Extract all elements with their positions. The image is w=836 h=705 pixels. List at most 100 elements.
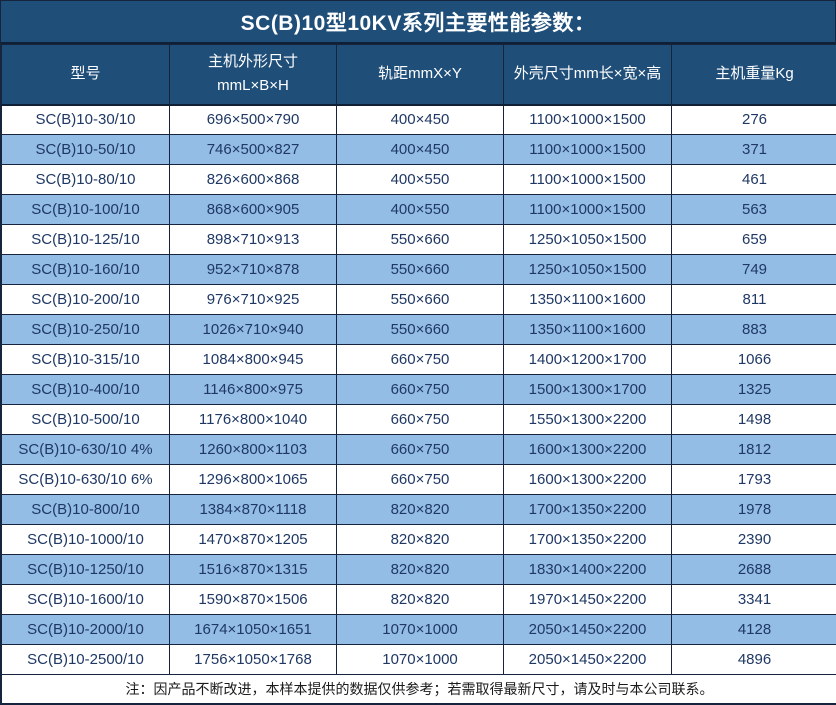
table-row: SC(B)10-2500/10 1756×1050×1768 1070×1000 20…	[1, 644, 836, 675]
table-cell-model: SC(B)10-80/10	[1, 164, 170, 195]
table-cell-shell_size: 1830×1400×2200	[503, 554, 672, 585]
table-cell-rail_gauge: 820×820	[336, 524, 504, 555]
table-cell-weight_kg: 4896	[671, 644, 836, 675]
table-cell-rail_gauge: 400×450	[336, 104, 504, 135]
table-cell-weight_kg: 1978	[671, 494, 836, 525]
table-cell-rail_gauge: 1070×1000	[336, 614, 504, 645]
table-row: SC(B)10-500/10 1176×800×1040 660×750 1550×1…	[1, 404, 836, 435]
column-header-unit_size: 主机外形尺寸 mmL×B×H	[169, 44, 337, 106]
table-cell-weight_kg: 276	[671, 104, 836, 135]
table-cell-model: SC(B)10-630/10 4%	[1, 434, 170, 465]
table-cell-unit_size: 1470×870×1205	[169, 524, 337, 555]
table-row: SC(B)10-1000/10 1470×870×1205 820×820 1700×…	[1, 524, 836, 555]
table-row: SC(B)10-630/10 4% 1260×800×1103 660×750 160…	[1, 434, 836, 465]
table-cell-rail_gauge: 820×820	[336, 554, 504, 585]
table-cell-model: SC(B)10-160/10	[1, 254, 170, 285]
table-cell-shell_size: 1600×1300×2200	[503, 434, 672, 465]
table-cell-rail_gauge: 820×820	[336, 584, 504, 615]
spec-table: 型号 主机外形尺寸 mmL×B×H 轨距mmX×Y 外壳尺寸mm长×宽×高 主机重量Kg…	[1, 44, 836, 704]
table-row: SC(B)10-250/10 1026×710×940 550×660 1350×11…	[1, 314, 836, 345]
table-cell-unit_size: 1590×870×1506	[169, 584, 337, 615]
table-cell-unit_size: 1260×800×1103	[169, 434, 337, 465]
table-cell-model: SC(B)10-800/10	[1, 494, 170, 525]
table-cell-weight_kg: 2390	[671, 524, 836, 555]
table-cell-model: SC(B)10-1250/10	[1, 554, 170, 585]
table-row: SC(B)10-630/10 6% 1296×800×1065 660×750 160…	[1, 464, 836, 495]
table-cell-shell_size: 2050×1450×2200	[503, 644, 672, 675]
column-header-rail_gauge: 轨距mmX×Y	[336, 44, 504, 106]
footnote-row: 注：因产品不断改进，本样本提供的数据仅供参考；若需取得最新尺寸，请及时与本公司联…	[1, 674, 836, 704]
table-cell-rail_gauge: 400×550	[336, 164, 504, 195]
table-cell-rail_gauge: 400×550	[336, 194, 504, 225]
table-cell-weight_kg: 1812	[671, 434, 836, 465]
table-cell-weight_kg: 1498	[671, 404, 836, 435]
table-cell-weight_kg: 811	[671, 284, 836, 315]
table-cell-unit_size: 952×710×878	[169, 254, 337, 285]
table-cell-model: SC(B)10-100/10	[1, 194, 170, 225]
table-cell-rail_gauge: 550×660	[336, 254, 504, 285]
table-cell-model: SC(B)10-2000/10	[1, 614, 170, 645]
table-cell-weight_kg: 1325	[671, 374, 836, 405]
table-cell-rail_gauge: 660×750	[336, 464, 504, 495]
table-cell-weight_kg: 749	[671, 254, 836, 285]
table-cell-unit_size: 1026×710×940	[169, 314, 337, 345]
table-row: SC(B)10-1600/10 1590×870×1506 820×820 1970×…	[1, 584, 836, 615]
table-cell-model: SC(B)10-125/10	[1, 224, 170, 255]
table-cell-shell_size: 1100×1000×1500	[503, 164, 672, 195]
table-cell-shell_size: 1100×1000×1500	[503, 104, 672, 135]
table-row: SC(B)10-160/10 952×710×878 550×660 1250×105…	[1, 254, 836, 285]
table-cell-model: SC(B)10-315/10	[1, 344, 170, 375]
table-cell-model: SC(B)10-50/10	[1, 134, 170, 165]
column-header-shell_size: 外壳尺寸mm长×宽×高	[503, 44, 672, 106]
table-cell-rail_gauge: 400×450	[336, 134, 504, 165]
table-row: SC(B)10-125/10 898×710×913 550×660 1250×105…	[1, 224, 836, 255]
table-row: SC(B)10-80/10 826×600×868 400×550 1100×1000…	[1, 164, 836, 195]
table-cell-weight_kg: 371	[671, 134, 836, 165]
column-header-weight_kg: 主机重量Kg	[671, 44, 836, 106]
table-row: SC(B)10-30/10 696×500×790 400×450 1100×1000…	[1, 104, 836, 135]
table-row: SC(B)10-50/10 746×500×827 400×450 1100×1000…	[1, 134, 836, 165]
table-cell-unit_size: 1516×870×1315	[169, 554, 337, 585]
table-cell-model: SC(B)10-2500/10	[1, 644, 170, 675]
table-cell-shell_size: 1700×1350×2200	[503, 524, 672, 555]
table-cell-shell_size: 1500×1300×1700	[503, 374, 672, 405]
table-title: SC(B)10型10KV系列主要性能参数：	[1, 1, 835, 44]
table-cell-weight_kg: 659	[671, 224, 836, 255]
table-cell-rail_gauge: 550×660	[336, 224, 504, 255]
table-cell-shell_size: 1350×1100×1600	[503, 314, 672, 345]
table-cell-unit_size: 1674×1050×1651	[169, 614, 337, 645]
table-cell-unit_size: 1084×800×945	[169, 344, 337, 375]
table-cell-model: SC(B)10-1600/10	[1, 584, 170, 615]
table-cell-shell_size: 1250×1050×1500	[503, 254, 672, 285]
table-cell-rail_gauge: 1070×1000	[336, 644, 504, 675]
table-cell-model: SC(B)10-30/10	[1, 104, 170, 135]
table-row: SC(B)10-1250/10 1516×870×1315 820×820 1830×…	[1, 554, 836, 585]
table-cell-shell_size: 2050×1450×2200	[503, 614, 672, 645]
table-cell-weight_kg: 4128	[671, 614, 836, 645]
table-row: SC(B)10-100/10 868×600×905 400×550 1100×100…	[1, 194, 836, 225]
table-row: SC(B)10-400/10 1146×800×975 660×750 1500×13…	[1, 374, 836, 405]
table-cell-model: SC(B)10-630/10 6%	[1, 464, 170, 495]
table-cell-rail_gauge: 660×750	[336, 404, 504, 435]
table-cell-unit_size: 1384×870×1118	[169, 494, 337, 525]
table-cell-weight_kg: 563	[671, 194, 836, 225]
table-cell-unit_size: 1176×800×1040	[169, 404, 337, 435]
table-row: SC(B)10-800/10 1384×870×1118 820×820 1700×1…	[1, 494, 836, 525]
table-cell-rail_gauge: 550×660	[336, 284, 504, 315]
table-cell-unit_size: 1756×1050×1768	[169, 644, 337, 675]
table-row: SC(B)10-200/10 976×710×925 550×660 1350×110…	[1, 284, 836, 315]
table-cell-unit_size: 826×600×868	[169, 164, 337, 195]
table-cell-rail_gauge: 660×750	[336, 434, 504, 465]
table-cell-model: SC(B)10-250/10	[1, 314, 170, 345]
table-cell-unit_size: 1296×800×1065	[169, 464, 337, 495]
table-cell-unit_size: 696×500×790	[169, 104, 337, 135]
table-cell-shell_size: 1700×1350×2200	[503, 494, 672, 525]
table-body: SC(B)10-30/10 696×500×790 400×450 1100×1000…	[1, 104, 836, 675]
table-cell-rail_gauge: 820×820	[336, 494, 504, 525]
table-row: SC(B)10-315/10 1084×800×945 660×750 1400×12…	[1, 344, 836, 375]
table-cell-unit_size: 976×710×925	[169, 284, 337, 315]
table-cell-shell_size: 1350×1100×1600	[503, 284, 672, 315]
table-cell-model: SC(B)10-400/10	[1, 374, 170, 405]
table-cell-rail_gauge: 550×660	[336, 314, 504, 345]
table-row: SC(B)10-2000/10 1674×1050×1651 1070×1000 20…	[1, 614, 836, 645]
